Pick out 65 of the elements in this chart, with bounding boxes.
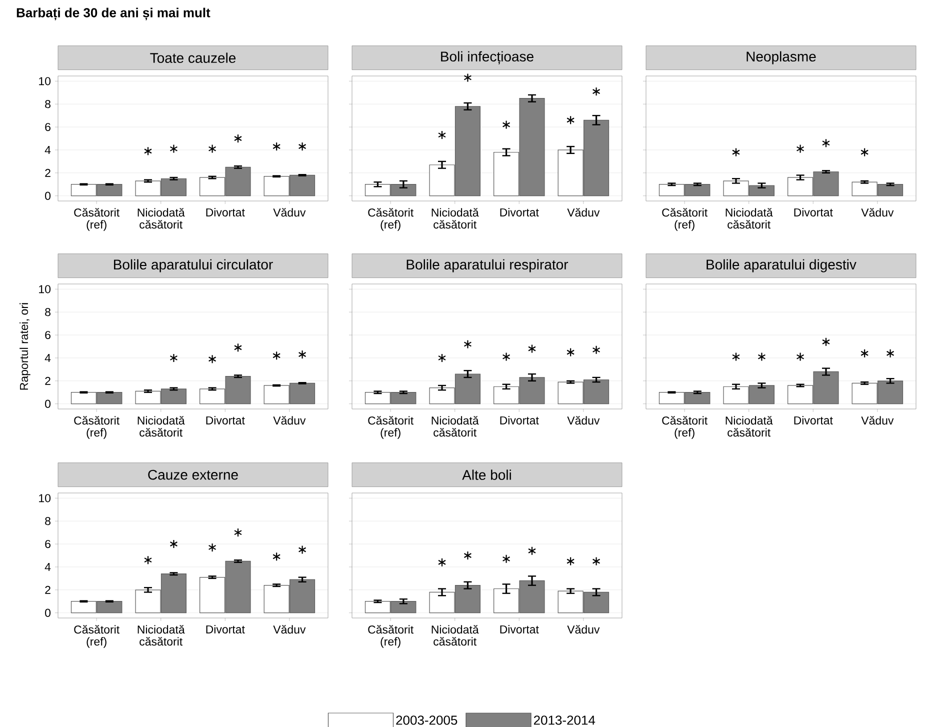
chart-title: Bolile aparatului circulator [114, 259, 273, 272]
point [566, 116, 575, 125]
x-tick-label: Niciodată căsătorit [726, 208, 773, 229]
chart-title: Bolile aparatului digestiv [706, 259, 856, 272]
y-tick-label: 4 [44, 563, 51, 571]
x-tick-label: Văduv [567, 416, 600, 425]
x-tick-label: Căsătorit (ref) [74, 416, 120, 439]
y-tick-label: 0 [45, 400, 51, 408]
x-tick-label: Divortat [500, 416, 539, 424]
x-tick-label: Văduv [273, 208, 306, 217]
x-tick-label: Divortat [206, 416, 245, 424]
x-tick-label: Niciodată căsătorit [726, 416, 773, 437]
y-tick-label: 8 [45, 308, 50, 316]
x-tick-label: Căsătorit (ref) [368, 208, 414, 231]
x-tick-label: Niciodată căsătorit [138, 416, 185, 437]
x-tick-label: Căsătorit (ref) [74, 208, 120, 231]
x-tick-label: Divortat [500, 625, 539, 634]
x-tick-label: Căsătorit (ref) [74, 625, 120, 648]
x-tick-label: Divortat [206, 625, 245, 634]
chart-title: Neoplasme [746, 51, 816, 64]
x-tick-label: Căsătorit (ref) [662, 208, 708, 231]
y-tick-label: 10 [39, 77, 51, 86]
legend-label: 2013-2014 [534, 716, 596, 725]
chart-title: Bolile aparatului respirator [406, 259, 568, 272]
x-tick-label: Niciodată căsătorit [432, 208, 479, 229]
x-tick-label: Văduv [861, 208, 894, 217]
legend-label: 2003-2005 [396, 716, 458, 725]
x-tick-label: Văduv [567, 625, 600, 634]
x-tick-label: Niciodată căsătorit [432, 625, 479, 646]
x-tick-label: Niciodată căsătorit [138, 208, 185, 229]
y-tick-label: 4 [44, 146, 51, 154]
y-tick-label: 2 [45, 376, 50, 385]
y-axis-title: Raportul ratei, ori [20, 303, 30, 390]
y-tick-label: 0 [45, 192, 51, 200]
x-tick-label: Divortat [206, 208, 245, 216]
x-tick-label: Căsătorit (ref) [368, 416, 414, 439]
y-tick-label: 6 [45, 330, 50, 340]
x-tick-label: Niciodată căsătorit [432, 416, 479, 437]
y-tick-label: 10 [39, 285, 51, 294]
y-tick-label: 6 [45, 540, 50, 548]
y-tick-label: 8 [45, 100, 50, 108]
x-tick-label: Căsătorit (ref) [662, 416, 708, 439]
x-tick-label: Văduv [273, 416, 306, 425]
y-tick-label: 8 [45, 517, 50, 526]
chart-title: Toate cauzele [150, 52, 236, 63]
point [502, 120, 510, 130]
x-tick-label: Căsătorit (ref) [368, 625, 414, 648]
x-tick-label: Văduv [273, 625, 306, 634]
chart-title: Cauze externe [148, 470, 238, 480]
y-tick-label: 4 [44, 354, 51, 362]
x-tick-label: Divortat [500, 208, 539, 216]
text: Barbați de 30 de ani și mai mult [16, 8, 210, 20]
x-tick-label: Văduv [861, 416, 894, 425]
y-tick-label: 2 [45, 586, 50, 594]
point [438, 130, 446, 140]
y-tick-label: 2 [45, 168, 50, 177]
x-tick-label: Divortat [794, 416, 833, 424]
y-tick-label: 0 [45, 608, 51, 617]
y-tick-label: 6 [45, 122, 50, 132]
x-tick-label: Divortat [794, 208, 833, 216]
x-tick-label: Niciodată căsătorit [138, 625, 185, 646]
y-tick-label: 10 [39, 494, 51, 502]
chart-title: Alte boli [462, 470, 511, 480]
x-tick-label: Văduv [567, 208, 600, 217]
chart-title: Boli infecțioase [441, 51, 534, 64]
